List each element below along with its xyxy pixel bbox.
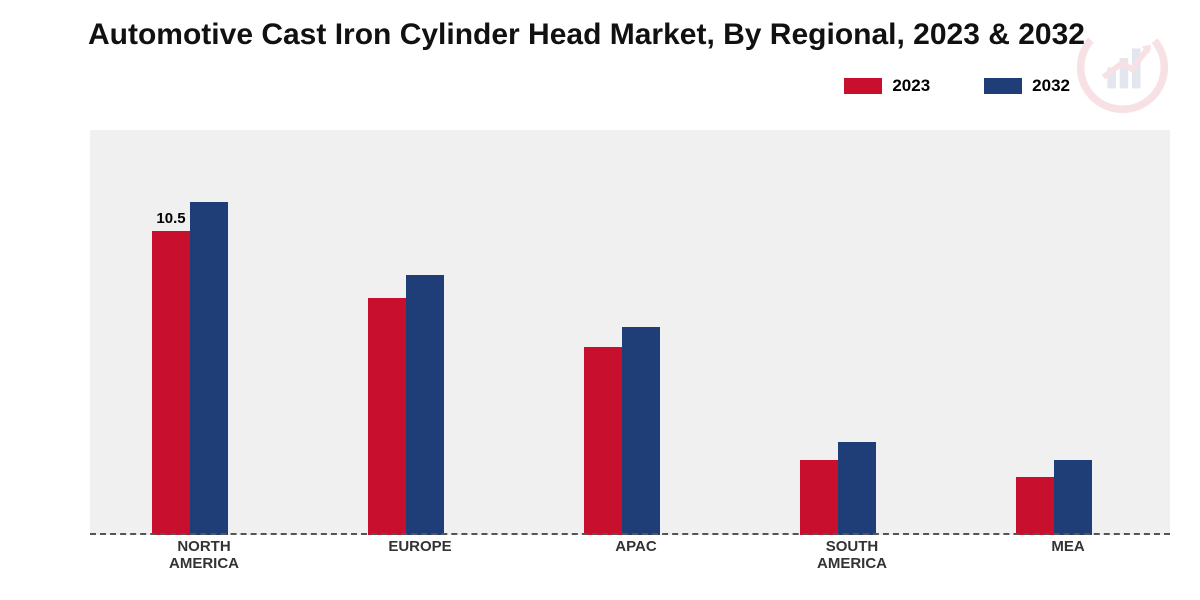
bar	[406, 275, 444, 535]
chart-title: Automotive Cast Iron Cylinder Head Marke…	[88, 18, 1085, 52]
x-axis-baseline	[90, 533, 1170, 535]
x-axis-label: NORTHAMERICA	[144, 538, 264, 573]
legend-swatch-2023	[844, 78, 882, 94]
bar	[152, 231, 190, 535]
bar	[1054, 460, 1092, 535]
bar	[1016, 477, 1054, 535]
watermark-logo	[1075, 20, 1170, 115]
legend-item-2032: 2032	[984, 76, 1070, 96]
bars-layer: 10.5	[90, 130, 1170, 535]
bar-value-label: 10.5	[141, 210, 201, 227]
bar	[584, 347, 622, 535]
legend-item-2023: 2023	[844, 76, 930, 96]
legend-swatch-2032	[984, 78, 1022, 94]
x-axis-label: MEA	[1008, 538, 1128, 555]
x-axis-labels: NORTHAMERICA EUROPE APAC SOUTHAMERICA MEA	[90, 538, 1170, 582]
bar	[838, 442, 876, 535]
plot-area: 10.5	[90, 130, 1170, 535]
x-axis-label: APAC	[576, 538, 696, 555]
bar	[800, 460, 838, 535]
legend-label-2023: 2023	[892, 76, 930, 96]
bar	[190, 202, 228, 535]
x-axis-label: SOUTHAMERICA	[792, 538, 912, 573]
legend-label-2032: 2032	[1032, 76, 1070, 96]
bar	[368, 298, 406, 535]
x-axis-label: EUROPE	[360, 538, 480, 555]
bar	[622, 327, 660, 535]
legend: 2023 2032	[844, 76, 1070, 96]
